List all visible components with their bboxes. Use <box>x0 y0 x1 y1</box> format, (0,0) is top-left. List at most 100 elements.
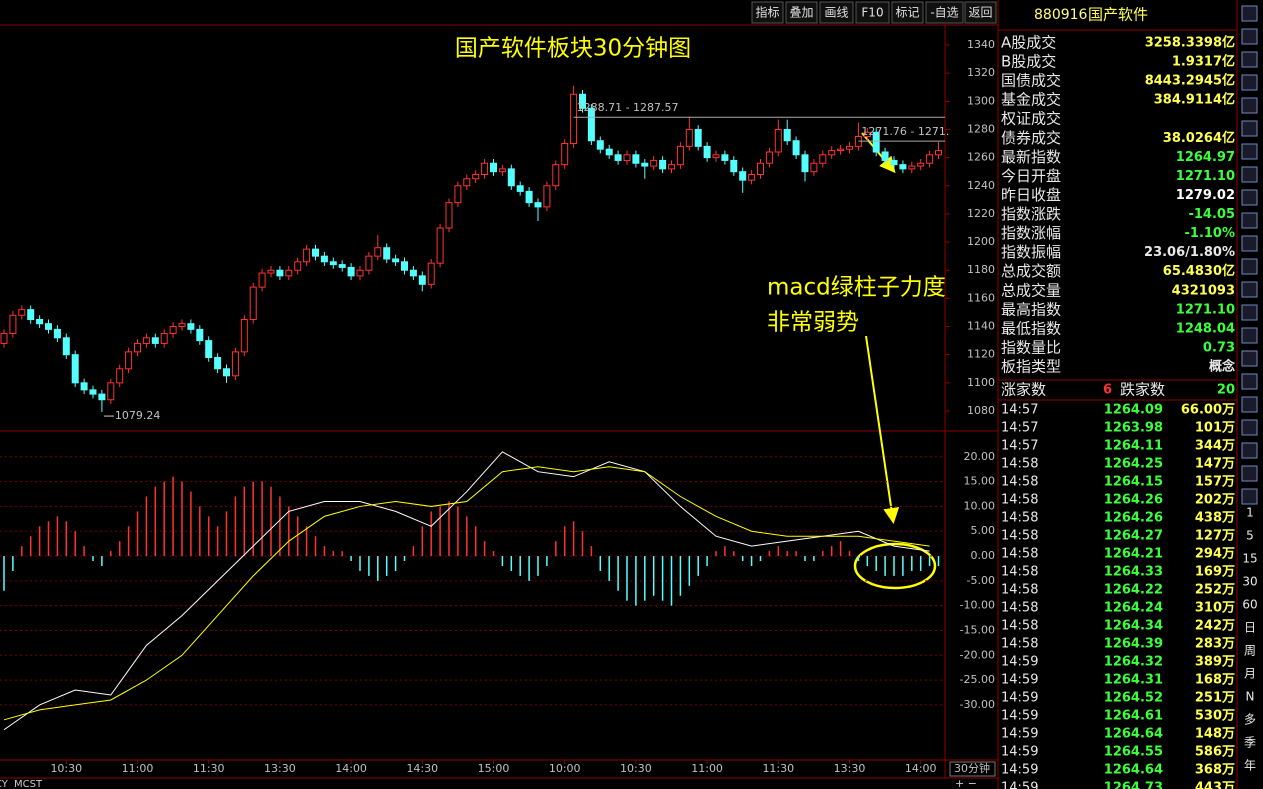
period-button[interactable]: 30 <box>1242 575 1257 589</box>
toolbar-label[interactable]: 指标 <box>755 5 779 20</box>
field-label: B股成交 <box>1001 53 1056 71</box>
toolbar-label[interactable]: -自选 <box>930 6 958 20</box>
candle-body <box>116 368 124 384</box>
level-label: 1288.71 - 1287.57 <box>577 101 679 114</box>
toolbar-button[interactable] <box>785 1 818 24</box>
tool-icon[interactable] <box>1241 51 1258 68</box>
toolbar-label[interactable]: 画线 <box>824 6 848 20</box>
period-button[interactable]: 60 <box>1242 598 1257 612</box>
field-value: 4321093 <box>1172 283 1235 298</box>
tool-icon[interactable] <box>1241 143 1258 160</box>
candle-body <box>498 168 506 173</box>
trade-volume: 202万 <box>1195 493 1235 508</box>
candle-body <box>846 145 853 150</box>
trade-time: 14:58 <box>1001 583 1038 598</box>
tool-icon[interactable] <box>1241 442 1258 459</box>
toolbar-label[interactable]: 返回 <box>968 6 992 20</box>
period-button[interactable]: 日 <box>1244 621 1256 635</box>
tab[interactable]: CY <box>0 779 9 789</box>
period-button[interactable]: 1 <box>1246 506 1254 520</box>
period-button[interactable]: 周 <box>1244 644 1256 658</box>
candle-body <box>926 154 934 164</box>
period-button[interactable]: 月 <box>1244 667 1256 681</box>
trade-price: 1264.25 <box>1104 457 1163 472</box>
y-tick-label: 10.00 <box>964 499 996 512</box>
x-tick-label: 14:30 <box>406 762 438 775</box>
candle-body <box>356 269 364 277</box>
tool-icon[interactable] <box>1241 166 1258 183</box>
y-tick-label: 0.00 <box>971 549 996 562</box>
y-tick-label: 1080 <box>967 404 995 417</box>
period-button[interactable]: 5 <box>1246 529 1254 543</box>
zoom[interactable]: + − <box>955 777 977 789</box>
trade-volume: 169万 <box>1195 565 1235 580</box>
trade-time: 14:59 <box>1001 781 1038 789</box>
x-tick-label: 13:30 <box>264 762 296 775</box>
toolbar-label[interactable]: 标记 <box>895 6 919 20</box>
toolbar-label[interactable]: F10 <box>861 6 883 20</box>
tool-icon[interactable] <box>1241 419 1258 436</box>
trade-price: 1264.55 <box>1104 745 1163 760</box>
tool-icon[interactable] <box>1241 120 1258 137</box>
tool-icon[interactable] <box>1241 350 1258 367</box>
trade-price: 1264.73 <box>1104 781 1163 789</box>
tool-icon[interactable] <box>1241 488 1258 505</box>
candle-body <box>917 162 925 167</box>
y-tick-label: -30.00 <box>960 698 995 711</box>
tool-icon[interactable] <box>1241 327 1258 344</box>
toolbar-button[interactable] <box>964 1 997 24</box>
candle-body <box>231 351 239 377</box>
candle-body <box>712 154 720 159</box>
trade-price: 1264.26 <box>1104 493 1163 508</box>
toolbar-button[interactable] <box>855 1 890 24</box>
tool-icon[interactable] <box>1241 396 1258 413</box>
trade-time: 14:57 <box>1001 403 1038 418</box>
period-button[interactable]: 季 <box>1244 736 1256 750</box>
candle-body <box>62 337 70 356</box>
trade-volume: 530万 <box>1195 709 1235 724</box>
trade-price: 1264.22 <box>1104 583 1163 598</box>
tool-icon[interactable] <box>1241 189 1258 206</box>
trade-volume: 294万 <box>1195 547 1235 562</box>
period-button[interactable]: 多 <box>1244 713 1256 727</box>
candle-body <box>0 333 8 344</box>
tool-icon[interactable] <box>1241 465 1258 482</box>
candle-body <box>107 382 115 401</box>
toolbar-label[interactable]: 叠加 <box>789 6 813 20</box>
tool-icon[interactable] <box>1241 28 1258 45</box>
tool-icon[interactable] <box>1241 304 1258 321</box>
candle-body <box>890 159 898 166</box>
candle-body <box>374 247 382 257</box>
candle-body <box>409 269 417 277</box>
candle-body <box>828 150 836 156</box>
tool-icon[interactable] <box>1241 258 1258 275</box>
trade-price: 1264.32 <box>1104 655 1163 670</box>
toolbar-button[interactable] <box>819 1 854 24</box>
field-label: A股成交 <box>1001 34 1056 52</box>
field-label: 指数量比 <box>1001 338 1061 356</box>
tab[interactable]: MCST <box>14 779 43 789</box>
tool-icon[interactable] <box>1241 212 1258 229</box>
x-tick-label: 10:00 <box>549 762 581 775</box>
trade-volume: 251万 <box>1195 691 1235 706</box>
period-button[interactable]: N <box>1246 690 1255 704</box>
trade-price: 1264.31 <box>1104 673 1163 688</box>
tool-icon[interactable] <box>1241 281 1258 298</box>
field-label: 基金成交 <box>1001 91 1061 109</box>
tool-icon[interactable] <box>1241 97 1258 114</box>
candle-body <box>320 255 328 263</box>
tool-icon[interactable] <box>1241 74 1258 91</box>
period-button[interactable]: 年 <box>1244 759 1256 773</box>
toolbar-button[interactable] <box>891 1 924 24</box>
tool-icon[interactable] <box>1241 5 1258 22</box>
candle-body <box>169 326 177 335</box>
toolbar-button[interactable] <box>751 1 784 24</box>
period: 30分钟 <box>954 761 990 775</box>
tool-icon[interactable] <box>1241 373 1258 390</box>
candle-body <box>641 162 649 167</box>
candle-body <box>614 154 622 161</box>
period-button[interactable]: 15 <box>1242 552 1257 566</box>
toolbar-button[interactable] <box>925 1 964 24</box>
tool-icon[interactable] <box>1241 235 1258 252</box>
